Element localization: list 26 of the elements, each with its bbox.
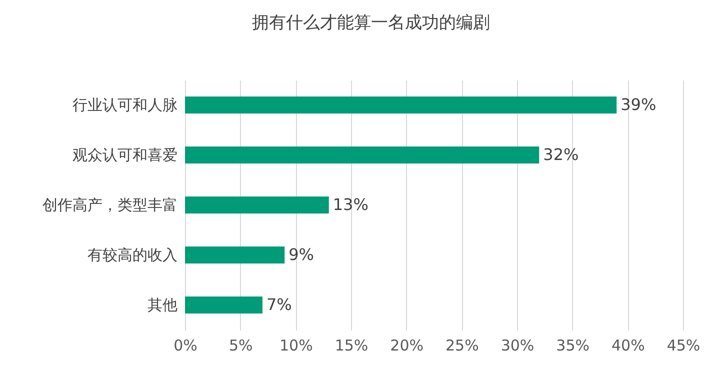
- y-tick-label: 观众认可和喜爱: [72, 146, 178, 164]
- y-tick-label: 创作高产，类型丰富: [42, 196, 178, 214]
- data-label: 7%: [266, 295, 292, 314]
- x-tick-label: 10%: [279, 336, 313, 354]
- data-label: 9%: [288, 245, 314, 264]
- bar: [185, 296, 262, 314]
- data-label: 39%: [620, 95, 656, 114]
- x-tick-label: 0%: [174, 336, 198, 354]
- x-tick-label: 20%: [390, 336, 424, 354]
- x-tick-label: 40%: [611, 336, 645, 354]
- bar: [185, 246, 285, 264]
- bar: [185, 96, 617, 114]
- x-tick-label: 15%: [334, 336, 368, 354]
- x-tick-label: 35%: [556, 336, 590, 354]
- y-tick-label: 行业认可和人脉: [72, 96, 178, 114]
- x-tick-label: 25%: [445, 336, 479, 354]
- x-tick-label: 45%: [666, 336, 700, 354]
- x-tick-label: 30%: [500, 336, 534, 354]
- data-label: 13%: [332, 195, 368, 214]
- y-tick-label: 其他: [148, 296, 178, 314]
- x-tick-label: 5%: [228, 336, 253, 354]
- chart-title: 拥有什么才能算一名成功的编剧: [252, 13, 490, 33]
- y-tick-label: 有较高的收入: [88, 246, 178, 264]
- data-label: 32%: [543, 145, 579, 164]
- bar: [185, 196, 329, 214]
- bar: [185, 146, 540, 164]
